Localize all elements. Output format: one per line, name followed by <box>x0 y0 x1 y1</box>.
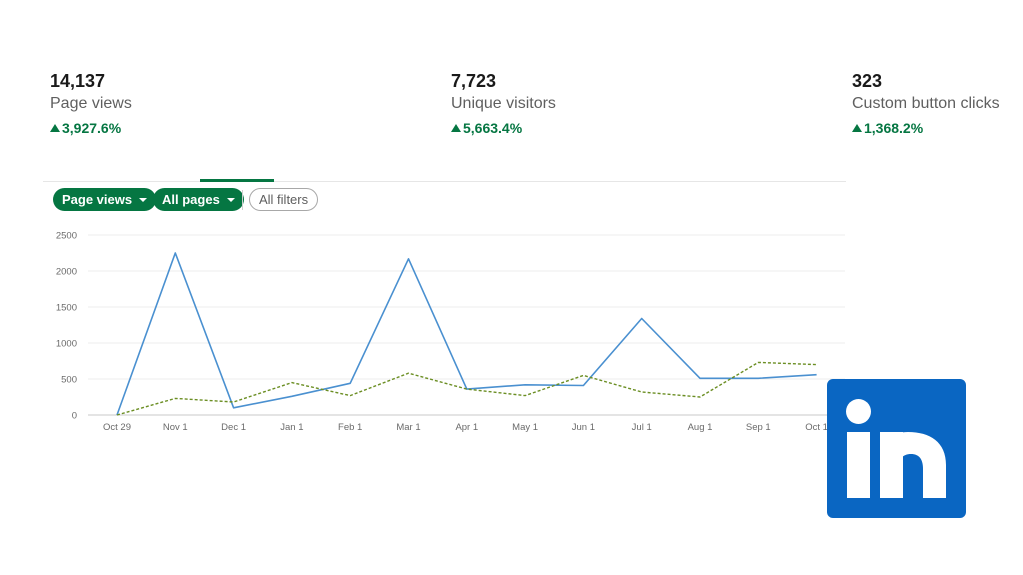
tab-divider <box>43 181 846 182</box>
y-tick-label: 500 <box>61 375 77 386</box>
y-tick-label: 1000 <box>56 339 77 350</box>
stat-value: 323 <box>852 71 883 91</box>
pages-dropdown[interactable]: All pages <box>153 188 244 211</box>
x-tick-label: May 1 <box>512 422 538 433</box>
stat-custom-button-clicks: 323 Custom button clicks 1,368.2% <box>852 70 1000 137</box>
all-filters-button[interactable]: All filters <box>249 188 319 211</box>
stat-label: Page views <box>50 95 132 112</box>
stat-change-value: 1,368.2% <box>864 120 924 136</box>
x-tick-label: Jan 1 <box>280 422 303 433</box>
x-tick-label: Nov 1 <box>163 422 188 433</box>
caret-down-icon <box>226 197 235 202</box>
x-tick-label: Feb 1 <box>338 422 362 433</box>
triangle-up-icon <box>451 124 461 132</box>
x-tick-label: Mar 1 <box>396 422 420 433</box>
series-line-primary <box>116 252 817 416</box>
caret-down-icon <box>139 197 148 202</box>
triangle-up-icon <box>852 124 862 132</box>
stat-label: Unique visitors <box>451 95 556 112</box>
active-tab-indicator <box>200 179 274 182</box>
stat-unique-visitors: 7,723 Unique visitors 5,663.4% <box>451 70 556 137</box>
logo-n-arch <box>880 432 946 498</box>
all-filters-label: All filters <box>259 192 309 207</box>
stat-change-value: 3,927.6% <box>62 120 122 136</box>
x-tick-label: Aug 1 <box>688 422 713 433</box>
stat-change: 3,927.6% <box>50 119 132 137</box>
metric-dropdown[interactable]: Page views <box>53 188 157 211</box>
stat-label: Custom button clicks <box>852 95 1000 112</box>
stat-change-value: 5,663.4% <box>463 120 523 136</box>
stat-value: 14,137 <box>50 71 106 91</box>
x-tick-label: Jun 1 <box>572 422 595 433</box>
triangle-up-icon <box>50 124 60 132</box>
pages-dropdown-label: All pages <box>162 192 220 207</box>
series-line-secondary <box>116 361 817 416</box>
stat-value: 7,723 <box>451 71 497 91</box>
logo-i-stem <box>847 432 870 498</box>
stat-page-views: 14,137 Page views 3,927.6% <box>50 70 132 137</box>
x-tick-label: Apr 1 <box>455 422 478 433</box>
x-tick-label: Jul 1 <box>632 422 652 433</box>
x-tick-label: Oct 1 <box>805 422 828 433</box>
x-tick-label: Dec 1 <box>221 422 246 433</box>
linkedin-logo <box>827 379 966 518</box>
y-tick-label: 2000 <box>56 267 77 278</box>
y-tick-label: 0 <box>72 411 77 422</box>
metric-dropdown-label: Page views <box>62 192 133 207</box>
stat-change: 1,368.2% <box>852 119 1000 137</box>
stat-change: 5,663.4% <box>451 119 556 137</box>
filter-separator <box>242 190 243 210</box>
x-tick-label: Oct 29 <box>103 422 131 433</box>
y-tick-label: 2500 <box>56 231 77 242</box>
x-tick-label: Sep 1 <box>746 422 771 433</box>
logo-i-dot <box>846 399 871 424</box>
y-tick-label: 1500 <box>56 303 77 314</box>
